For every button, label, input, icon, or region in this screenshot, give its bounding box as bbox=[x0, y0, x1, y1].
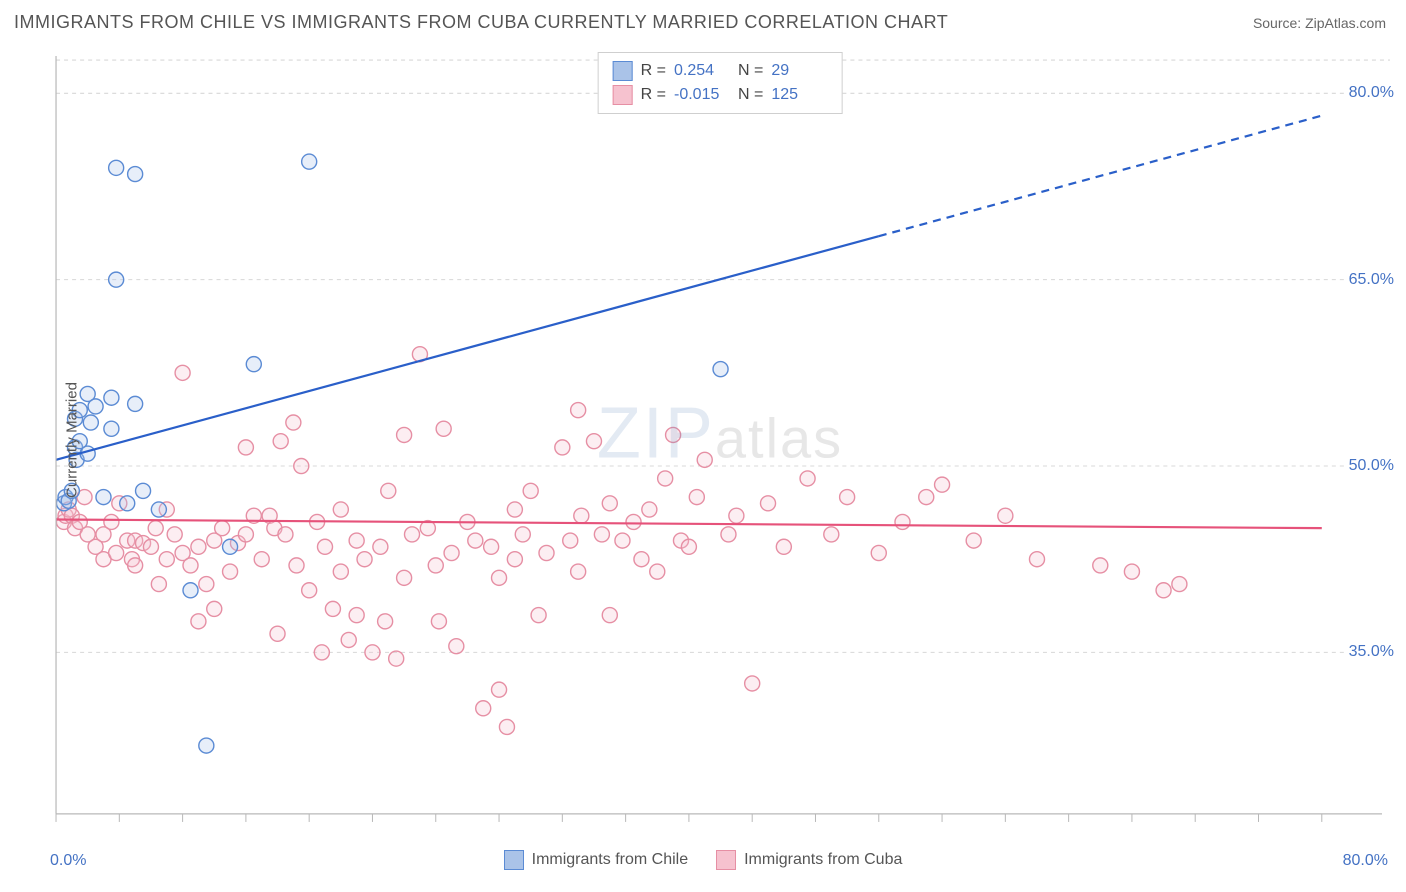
legend-swatch-chile bbox=[613, 61, 633, 81]
y-tick-label: 65.0% bbox=[1345, 271, 1394, 289]
legend-row-cuba: R = -0.015 N = 125 bbox=[613, 83, 828, 107]
legend-swatch-cuba bbox=[613, 85, 633, 105]
y-tick-label: 35.0% bbox=[1345, 643, 1394, 661]
source-attribution: Source: ZipAtlas.com bbox=[1253, 15, 1386, 31]
source-link[interactable]: ZipAtlas.com bbox=[1305, 15, 1386, 31]
y-tick-label: 50.0% bbox=[1345, 457, 1394, 475]
legend-r-chile: 0.254 bbox=[674, 59, 730, 83]
scatter-plot bbox=[48, 48, 1392, 832]
legend-swatch-icon bbox=[504, 850, 524, 870]
y-tick-label: 80.0% bbox=[1345, 84, 1394, 102]
legend-swatch-icon bbox=[716, 850, 736, 870]
legend-n-cuba: 125 bbox=[771, 83, 827, 107]
chart-header: IMMIGRANTS FROM CHILE VS IMMIGRANTS FROM… bbox=[0, 0, 1406, 41]
series-legend: Immigrants from Chile Immigrants from Cu… bbox=[0, 850, 1406, 870]
chart-title: IMMIGRANTS FROM CHILE VS IMMIGRANTS FROM… bbox=[14, 12, 948, 33]
y-axis-label: Currently Married bbox=[63, 382, 80, 498]
legend-n-chile: 29 bbox=[771, 59, 827, 83]
legend-item-chile: Immigrants from Chile bbox=[504, 850, 688, 870]
legend-item-cuba: Immigrants from Cuba bbox=[716, 850, 902, 870]
legend-r-cuba: -0.015 bbox=[674, 83, 730, 107]
correlation-legend: R = 0.254 N = 29 R = -0.015 N = 125 bbox=[598, 52, 843, 114]
legend-row-chile: R = 0.254 N = 29 bbox=[613, 59, 828, 83]
chart-area: Currently Married R = 0.254 N = 29 R = -… bbox=[48, 48, 1392, 832]
